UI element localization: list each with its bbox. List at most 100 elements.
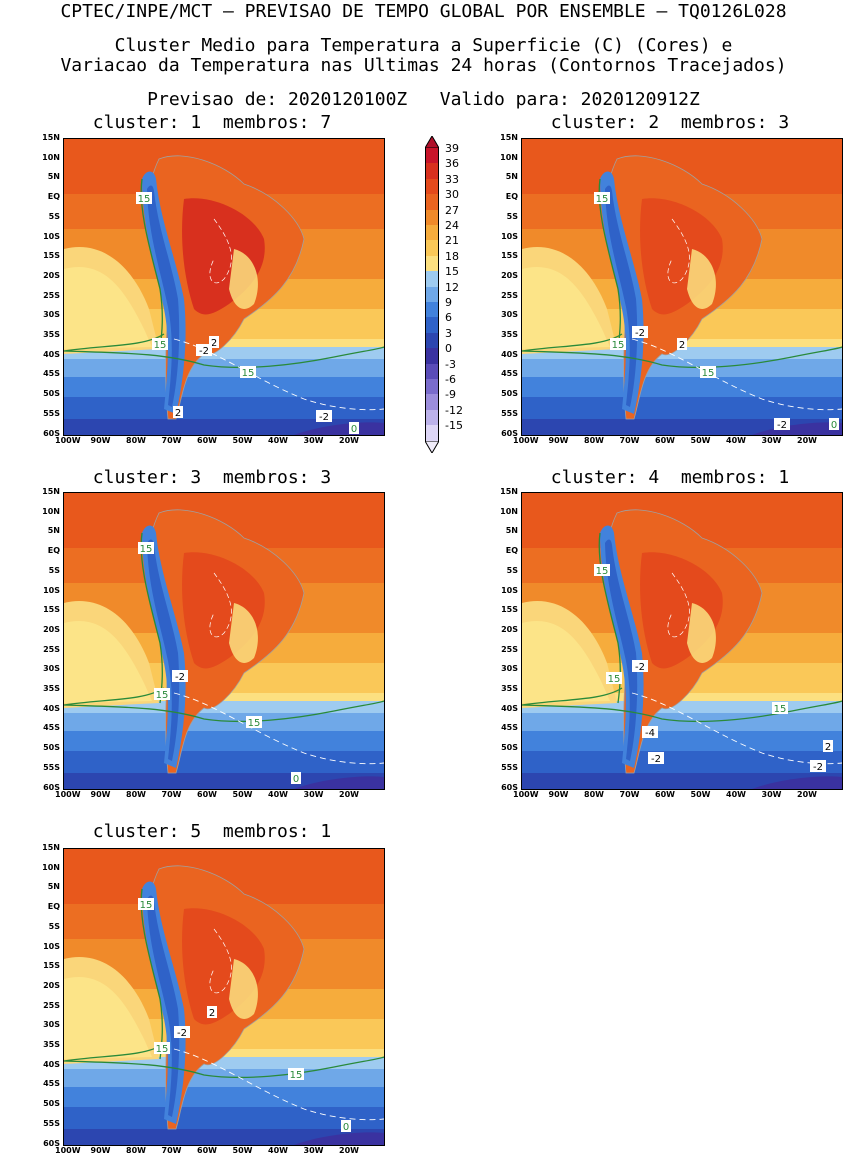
contour-label: 15 xyxy=(152,338,168,351)
colorbar-segment xyxy=(425,394,439,410)
colorbar-segment xyxy=(425,409,439,426)
lat-tick-label: 5S xyxy=(506,211,518,221)
lon-tick-label: 90W xyxy=(90,1146,111,1155)
colorbar-segment xyxy=(425,194,439,210)
panel-title: cluster: 4 membros: 1 xyxy=(550,467,790,488)
contour-label-text: -2 xyxy=(635,662,645,673)
contour-label: -2 xyxy=(316,410,332,423)
panel-title: cluster: 1 membros: 7 xyxy=(92,112,332,133)
lon-tick-label: 80W xyxy=(126,1146,146,1155)
lat-tick-label: 15S xyxy=(501,251,518,261)
colorbar-label: 24 xyxy=(445,219,459,232)
lon-tick-label: 30W xyxy=(761,790,782,799)
colorbar-label: -15 xyxy=(445,419,463,433)
lat-tick-label: 45S xyxy=(501,369,518,379)
contour-label-text: -2 xyxy=(177,1028,187,1039)
lat-tick-label: 45S xyxy=(43,723,60,733)
lon-tick-label: 90W xyxy=(90,790,111,799)
lat-tick-label: 50S xyxy=(43,743,60,753)
contour-label: 2 xyxy=(677,338,687,351)
contour-label-text: -2 xyxy=(635,328,645,339)
lat-tick-label: 25S xyxy=(501,290,518,300)
lon-tick-label: 100W xyxy=(55,436,81,445)
lon-tick-label: 40W xyxy=(268,790,288,799)
contour-label-text: 0 xyxy=(831,420,837,431)
lat-tick-label: 15N xyxy=(42,487,60,496)
header-line2: Cluster Medio para Temperatura a Superfi… xyxy=(114,35,733,56)
lon-tick-label: 70W xyxy=(161,1146,182,1155)
colorbar-label: 9 xyxy=(445,296,452,309)
colorbar-segment xyxy=(425,178,439,195)
contour-label-text: -2 xyxy=(319,412,329,423)
lat-tick-label: 15S xyxy=(501,605,518,615)
lat-tick-label: 60S xyxy=(501,428,518,438)
lon-tick-label: 30W xyxy=(761,436,782,445)
lat-tick-label: EQ xyxy=(505,192,518,202)
lat-tick-label: 60S xyxy=(43,1138,60,1148)
lon-tick-label: 30W xyxy=(303,436,324,445)
contour-label: 2 xyxy=(209,336,219,349)
colorbar-segment xyxy=(425,255,439,272)
contour-label: 0 xyxy=(291,772,301,785)
lat-tick-label: 30S xyxy=(501,310,518,320)
contour-label: -4 xyxy=(642,726,658,739)
contour-label-text: 15 xyxy=(156,1044,169,1055)
colorbar-segment xyxy=(425,332,439,349)
colorbar-label: 27 xyxy=(445,203,459,217)
contour-label: 2 xyxy=(823,740,833,753)
panel-title: cluster: 3 membros: 3 xyxy=(92,467,332,488)
colorbar-top-arrow xyxy=(425,136,439,148)
colorbar-label: -9 xyxy=(445,388,456,402)
contour-label: -2 xyxy=(774,418,790,431)
contour-label: -2 xyxy=(172,670,188,683)
colorbar-label: 15 xyxy=(445,265,459,279)
lon-tick-label: 30W xyxy=(303,790,324,799)
colorbar-label: 39 xyxy=(445,142,459,155)
lat-tick-label: 40S xyxy=(43,703,60,713)
lat-tick-label: 5S xyxy=(506,565,518,575)
colorbar-label: 36 xyxy=(445,157,459,171)
lon-tick-label: 90W xyxy=(548,790,569,799)
lat-tick-label: 5N xyxy=(505,172,518,182)
lon-tick-label: 80W xyxy=(584,790,604,799)
header-line4: Previsao de: 2020120100Z Valido para: 20… xyxy=(147,89,700,110)
temperature-map-panel: 15 15 15 -2 -4 -2 2 -2 xyxy=(521,492,843,790)
lon-tick-label: 30W xyxy=(303,1146,324,1155)
contour-label-text: 15 xyxy=(608,674,621,685)
contour-label: -2 xyxy=(648,752,664,765)
contour-label: 15 xyxy=(700,366,716,379)
lon-tick-label: 70W xyxy=(161,790,182,799)
contour-label: 0 xyxy=(829,418,839,431)
colorbar-segment xyxy=(425,240,439,256)
contour-label: 15 xyxy=(154,688,170,701)
contour-label: 15 xyxy=(288,1068,304,1081)
contour-label: 15 xyxy=(610,338,626,351)
lon-tick-label: 100W xyxy=(55,1146,81,1155)
lat-tick-label: 40S xyxy=(43,1059,60,1069)
contour-label-text: 15 xyxy=(596,566,609,577)
contour-label: 2 xyxy=(173,406,183,419)
contour-label-text: 0 xyxy=(343,1122,349,1133)
colorbar-segment xyxy=(425,348,439,364)
header-line3: Variacao da Temperatura nas Ultimas 24 h… xyxy=(60,55,787,76)
contour-label-text: 2 xyxy=(211,338,217,349)
lat-tick-label: 20S xyxy=(501,270,518,280)
contour-label-text: 15 xyxy=(156,690,169,701)
contour-label: 15 xyxy=(594,192,610,205)
lat-tick-label: 10S xyxy=(501,231,518,241)
lat-tick-label: 35S xyxy=(501,684,518,693)
contour-label-text: -2 xyxy=(175,672,185,683)
colorbar-label: -12 xyxy=(445,403,463,417)
contour-label-text: 15 xyxy=(774,704,787,715)
lat-tick-label: 55S xyxy=(501,408,518,418)
contour-label: 15 xyxy=(240,366,256,379)
lat-tick-label: 15S xyxy=(43,961,60,971)
lat-tick-label: 35S xyxy=(43,1040,60,1049)
lon-tick-label: 50W xyxy=(690,436,711,445)
lat-tick-label: 5N xyxy=(505,526,518,536)
lon-tick-label: 60W xyxy=(197,790,217,799)
colorbar-segment xyxy=(425,148,439,164)
contour-label-text: 0 xyxy=(351,424,357,435)
lat-tick-label: 55S xyxy=(43,1118,60,1128)
lat-tick-label: 5S xyxy=(48,565,60,575)
